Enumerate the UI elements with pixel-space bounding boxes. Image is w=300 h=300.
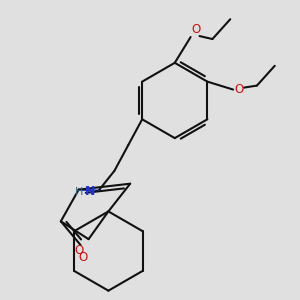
Text: O: O [74, 244, 83, 257]
Text: O: O [78, 251, 87, 264]
Text: H: H [75, 187, 84, 196]
Text: N: N [85, 185, 96, 198]
Text: O: O [234, 83, 243, 96]
Text: O: O [192, 23, 201, 36]
